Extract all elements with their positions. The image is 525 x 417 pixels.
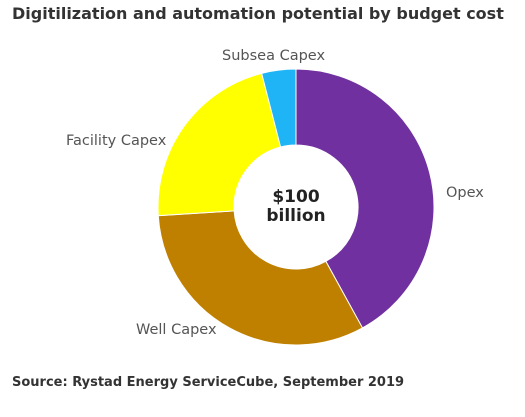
source-note: Source: Rystad Energy ServiceCube, Septe… xyxy=(12,375,405,390)
slice-labels: Opex Well Capex Facility Capex Subsea Capex xyxy=(66,48,484,338)
slice-label-subsea-capex: Subsea Capex xyxy=(222,48,325,64)
donut-slices xyxy=(157,68,435,346)
center-label-line-1: $100 xyxy=(272,187,319,207)
slice-well-capex xyxy=(157,210,364,346)
slice-label-opex: Opex xyxy=(446,185,484,201)
center-label-line-2: billion xyxy=(266,206,325,226)
slice-label-facility-capex: Facility Capex xyxy=(66,133,167,149)
donut-hole xyxy=(234,145,358,269)
chart-title: Digitilization and automation potential … xyxy=(12,4,504,23)
slice-label-well-capex: Well Capex xyxy=(136,322,217,338)
